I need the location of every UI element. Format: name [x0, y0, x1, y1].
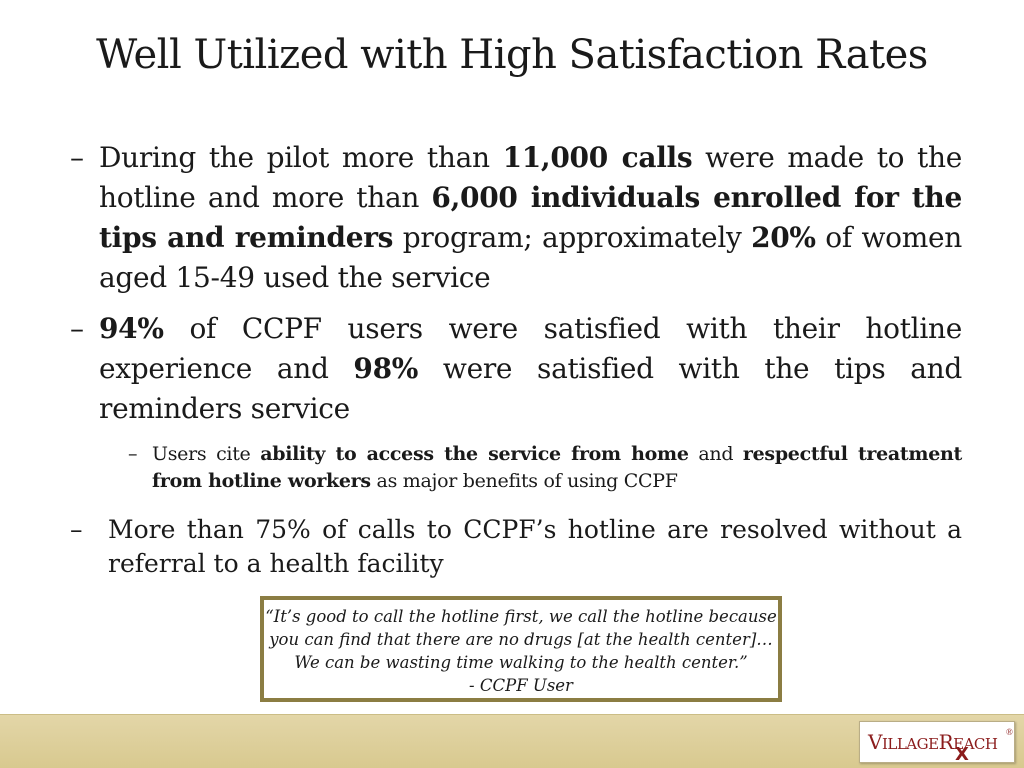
- bullet-text: of CCPF users were satisfied with their …: [99, 312, 962, 385]
- bullet-text: program; approximately: [393, 221, 752, 254]
- villagereach-logo: VILLAGEREACH X ®: [859, 721, 1015, 765]
- bullet-text: were made to the hotline and more than: [99, 141, 962, 214]
- bullet-calls: – During the pilot more than 11,000 call…: [70, 138, 962, 298]
- bullet-text-bold: 6,000 individuals enrolled for the tips …: [99, 181, 962, 254]
- bullet-text: and: [688, 443, 743, 465]
- bullet-text-bold: 20%: [751, 221, 816, 254]
- bullet-text-bold: 94%: [99, 312, 164, 345]
- bullet-text-bold: 98%: [353, 352, 419, 385]
- logo-letters: ILLAGE: [881, 735, 939, 753]
- logo-letters: EACH: [953, 735, 998, 753]
- logo-x-mark: X: [955, 744, 969, 765]
- registered-mark: ®: [1006, 727, 1013, 737]
- user-quote-box: “It’s good to call the hotline first, we…: [260, 596, 782, 702]
- bullet-dash: –: [70, 515, 83, 544]
- bullet-text: During the pilot more than: [99, 141, 503, 174]
- bullet-text: were satisfied with the tips and reminde…: [99, 352, 962, 425]
- bullet-text-bold: ability to access the service from home: [260, 443, 689, 465]
- quote-line: We can be wasting time walking to the he…: [294, 653, 748, 672]
- bullet-resolved: – More than 75% of calls to CCPF’s hotli…: [70, 513, 962, 581]
- logo-wordmark: VILLAGEREACH: [868, 730, 998, 754]
- bullet-text: More than 75% of calls to CCPF’s hotline…: [108, 515, 962, 578]
- bullet-text-bold: 11,000 calls: [502, 141, 693, 174]
- bullet-text: Users cite: [152, 443, 261, 465]
- quote-line: “It’s good to call the hotline first, we…: [265, 607, 777, 626]
- bullet-satisfaction: – 94% of CCPF users were satisfied with …: [70, 309, 962, 429]
- bullet-text: of women aged 15-49 used the service: [99, 221, 962, 294]
- quote-attribution: - CCPF User: [469, 676, 573, 695]
- logo-letter: V: [868, 730, 882, 754]
- sub-bullet-benefits: – Users cite ability to access the servi…: [128, 441, 962, 495]
- bullet-list: – During the pilot more than 11,000 call…: [70, 138, 962, 581]
- logo-letter: R: [938, 730, 954, 754]
- bullet-dash: –: [70, 141, 84, 174]
- bullet-text-bold: respectful treatment from hotline worker…: [152, 443, 962, 492]
- bullet-dash: –: [70, 312, 84, 345]
- bullet-text: as major benefits of using CCPF: [370, 470, 678, 492]
- quote-line: you can find that there are no drugs [at…: [269, 630, 773, 649]
- bullet-dash: –: [128, 443, 138, 465]
- footer-band: [0, 714, 1024, 768]
- slide-title: Well Utilized with High Satisfaction Rat…: [96, 32, 928, 78]
